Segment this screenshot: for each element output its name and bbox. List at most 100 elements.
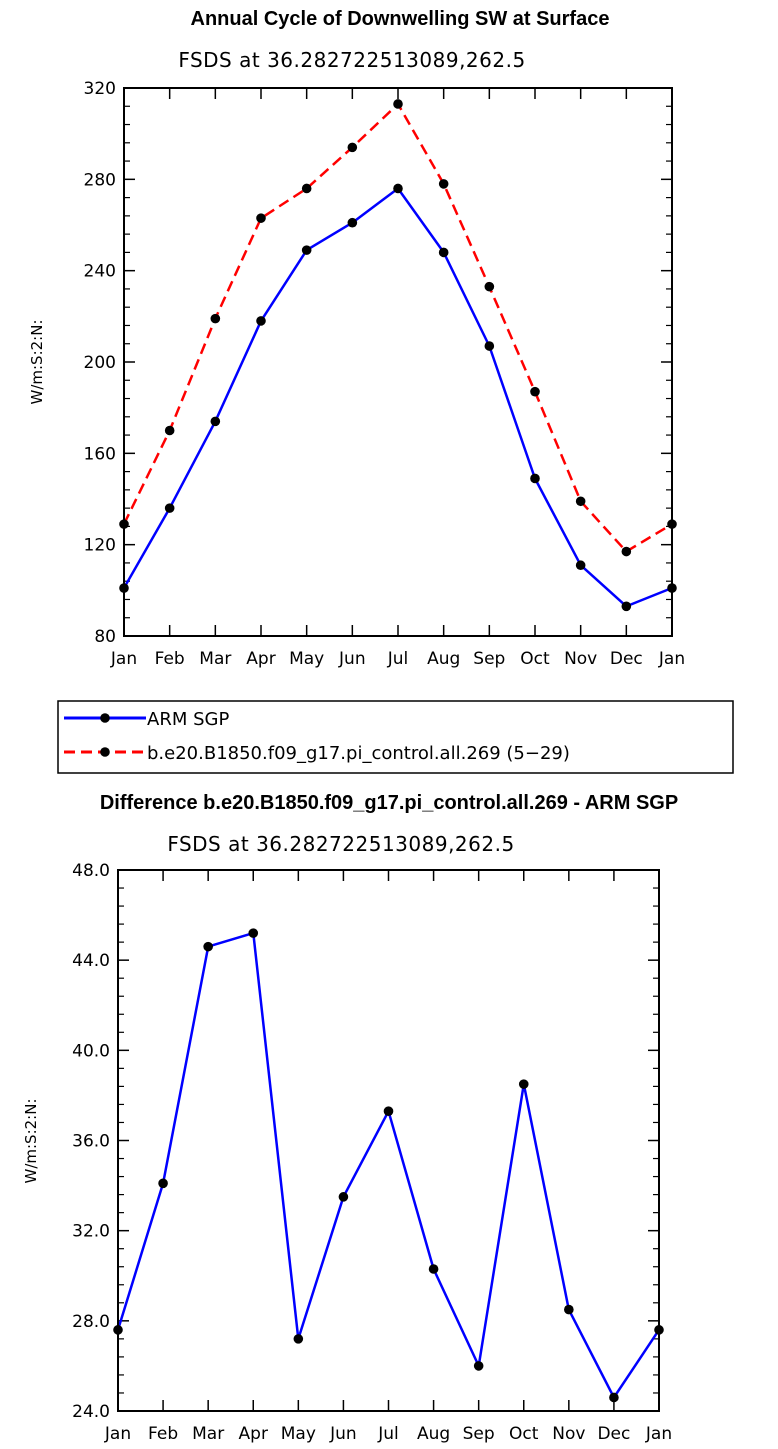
y-tick-label: 80 (94, 627, 116, 647)
data-point (393, 183, 403, 194)
legend-box (57, 700, 734, 774)
legend-entry-arm-sgp: ARM SGP (64, 709, 229, 730)
x-tick-label: Aug (427, 649, 460, 669)
series-line-0 (122, 187, 673, 608)
x-tick-label: Jan (658, 649, 685, 669)
x-tick-label: Jul (377, 1424, 399, 1444)
x-tick-label: Oct (520, 649, 550, 669)
x-tick-label: Dec (610, 649, 643, 669)
data-point (621, 546, 632, 557)
x-tick-label: Aug (417, 1424, 450, 1444)
x-tick-label: Jul (387, 649, 409, 669)
y-tick-label: 40.0 (72, 1041, 110, 1061)
chart1-series (119, 99, 677, 612)
data-point (248, 928, 259, 938)
x-tick-label: Feb (148, 1424, 178, 1444)
data-point (609, 1392, 619, 1403)
x-tick-label: Apr (246, 649, 275, 669)
x-tick-label: Feb (155, 649, 185, 669)
chart1-title: Annual Cycle of Downwelling SW at Surfac… (191, 8, 610, 30)
data-point (347, 217, 358, 228)
data-point (164, 503, 175, 513)
data-point (210, 313, 221, 324)
data-point (575, 496, 586, 507)
data-point (347, 142, 358, 153)
chart1-ticks (123, 87, 673, 637)
x-tick-label: Jun (338, 649, 366, 669)
chart1-y-tick-labels: 80 120 160 200 240 280 320 (84, 79, 116, 647)
legend-entry-model: b.e20.B1850.f09_g17.pi_control.all.269 (… (64, 743, 570, 764)
chart2-ylabel: W/m:S:2:N: (22, 1099, 40, 1184)
series-line-1 (122, 102, 673, 553)
data-point (393, 99, 403, 109)
chart2-x-tick-labels: Jan Feb Mar Apr May Jun Jul Aug Sep Oct Nov Dec Jan (104, 1424, 672, 1444)
x-tick-label: Jun (329, 1424, 357, 1444)
x-tick-label: Oct (509, 1424, 539, 1444)
y-tick-label: 28.0 (72, 1312, 110, 1332)
legend-label-arm-sgp: ARM SGP (147, 709, 229, 730)
y-tick-label: 120 (84, 536, 116, 556)
legend: ARM SGP b.e20.B1850.f09_g17.pi_control.a… (57, 700, 734, 774)
series-line-0 (116, 931, 661, 1399)
data-point (438, 247, 449, 258)
x-tick-label: Jan (104, 1424, 131, 1444)
x-tick-label: Nov (564, 649, 597, 669)
chart1-subtitle: FSDS at 36.282722513089,262.5 (178, 48, 525, 72)
y-tick-label: 280 (84, 170, 116, 190)
data-point (530, 386, 540, 397)
data-point (575, 560, 586, 571)
y-tick-label: 44.0 (72, 951, 110, 971)
x-tick-label: Jan (645, 1424, 672, 1444)
legend-marker-arm-sgp (100, 713, 110, 723)
data-point (210, 416, 221, 427)
x-tick-label: Sep (463, 1424, 495, 1444)
data-point (484, 341, 495, 351)
y-tick-label: 240 (84, 262, 116, 282)
data-point (621, 601, 632, 612)
legend-marker-model (100, 747, 110, 757)
x-tick-label: Jan (110, 649, 137, 669)
y-tick-label: 200 (84, 353, 116, 373)
data-point (383, 1106, 394, 1116)
difference-chart: Difference b.e20.B1850.f09_g17.pi_contro… (22, 792, 678, 1444)
y-tick-label: 32.0 (72, 1222, 110, 1242)
y-tick-label: 48.0 (72, 861, 110, 881)
x-tick-label: May (281, 1424, 316, 1444)
legend-label-model: b.e20.B1850.f09_g17.pi_control.all.269 (… (147, 743, 570, 764)
x-tick-label: Mar (192, 1424, 224, 1444)
data-point (473, 1361, 484, 1371)
data-point (293, 1334, 304, 1344)
x-tick-label: May (289, 649, 324, 669)
data-point (564, 1304, 574, 1315)
y-tick-label: 320 (84, 79, 116, 99)
chart2-title: Difference b.e20.B1850.f09_g17.pi_contro… (100, 792, 678, 814)
data-point (158, 1178, 168, 1189)
x-tick-label: Mar (199, 649, 231, 669)
x-tick-label: Nov (552, 1424, 585, 1444)
data-point (530, 473, 540, 484)
data-point (338, 1192, 349, 1202)
data-point (164, 425, 175, 436)
x-tick-label: Apr (239, 1424, 268, 1444)
chart1-ylabel: W/m:S:2:N: (28, 320, 46, 405)
annual-cycle-chart: Annual Cycle of Downwelling SW at Surfac… (28, 8, 685, 669)
data-point (301, 245, 312, 255)
data-point (203, 941, 213, 952)
chart1-plot-frame (123, 87, 673, 637)
data-point (438, 179, 449, 189)
y-tick-label: 36.0 (72, 1132, 110, 1152)
chart2-plot-frame (117, 869, 660, 1412)
data-point (428, 1264, 439, 1274)
chart2-subtitle: FSDS at 36.282722513089,262.5 (167, 832, 514, 856)
x-tick-label: Sep (473, 649, 505, 669)
y-tick-label: 24.0 (72, 1402, 110, 1422)
data-point (484, 281, 495, 292)
data-point (256, 213, 266, 223)
x-tick-label: Dec (597, 1424, 630, 1444)
chart1-x-tick-labels: Jan Feb Mar Apr May Jun Jul Aug Sep Oct Nov Dec Jan (110, 649, 685, 669)
chart2-series (113, 928, 664, 1403)
y-tick-label: 160 (84, 444, 116, 464)
data-point (256, 316, 266, 326)
chart2-y-tick-labels: 24.0 28.0 32.0 36.0 40.0 44.0 48.0 (72, 861, 110, 1422)
